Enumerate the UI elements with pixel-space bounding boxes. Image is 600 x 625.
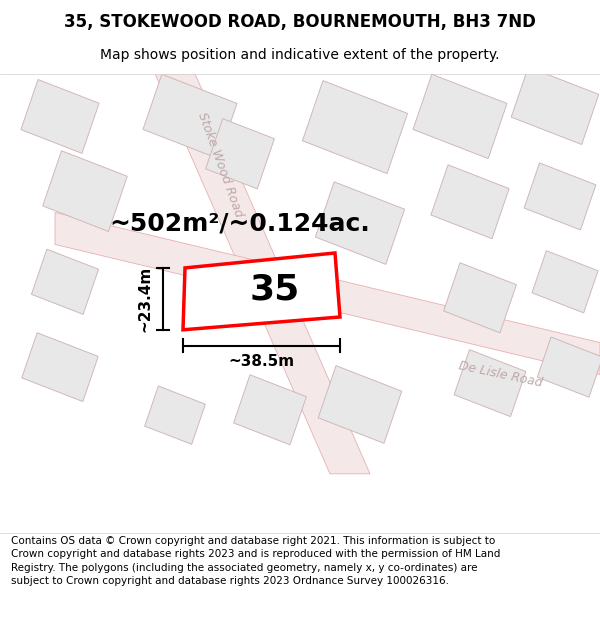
- Polygon shape: [511, 67, 599, 144]
- Polygon shape: [431, 165, 509, 239]
- Text: Stoke Wood Road: Stoke Wood Road: [195, 110, 245, 219]
- Polygon shape: [206, 119, 274, 189]
- Text: ~502m²/~0.124ac.: ~502m²/~0.124ac.: [110, 211, 370, 235]
- Polygon shape: [143, 74, 237, 159]
- Polygon shape: [155, 74, 370, 474]
- Polygon shape: [31, 249, 98, 314]
- Polygon shape: [43, 151, 127, 231]
- Polygon shape: [443, 262, 517, 332]
- Polygon shape: [538, 337, 600, 398]
- Text: ~38.5m: ~38.5m: [229, 354, 295, 369]
- Text: Contains OS data © Crown copyright and database right 2021. This information is : Contains OS data © Crown copyright and d…: [11, 536, 500, 586]
- Text: Map shows position and indicative extent of the property.: Map shows position and indicative extent…: [100, 48, 500, 62]
- Polygon shape: [22, 332, 98, 401]
- Polygon shape: [302, 81, 407, 174]
- Polygon shape: [532, 251, 598, 313]
- Polygon shape: [318, 366, 402, 443]
- Text: De Lisle Road: De Lisle Road: [457, 359, 543, 390]
- Polygon shape: [21, 79, 99, 153]
- Polygon shape: [183, 253, 340, 330]
- Polygon shape: [316, 182, 404, 264]
- Polygon shape: [55, 213, 600, 374]
- Text: De Lisle Road: De Lisle Road: [197, 296, 283, 327]
- Polygon shape: [524, 163, 596, 230]
- Text: 35: 35: [250, 272, 300, 306]
- Text: 35, STOKEWOOD ROAD, BOURNEMOUTH, BH3 7ND: 35, STOKEWOOD ROAD, BOURNEMOUTH, BH3 7ND: [64, 13, 536, 31]
- Polygon shape: [454, 349, 526, 417]
- Text: ~23.4m: ~23.4m: [137, 266, 152, 332]
- Polygon shape: [145, 386, 205, 444]
- Polygon shape: [233, 375, 307, 445]
- Polygon shape: [413, 74, 507, 159]
